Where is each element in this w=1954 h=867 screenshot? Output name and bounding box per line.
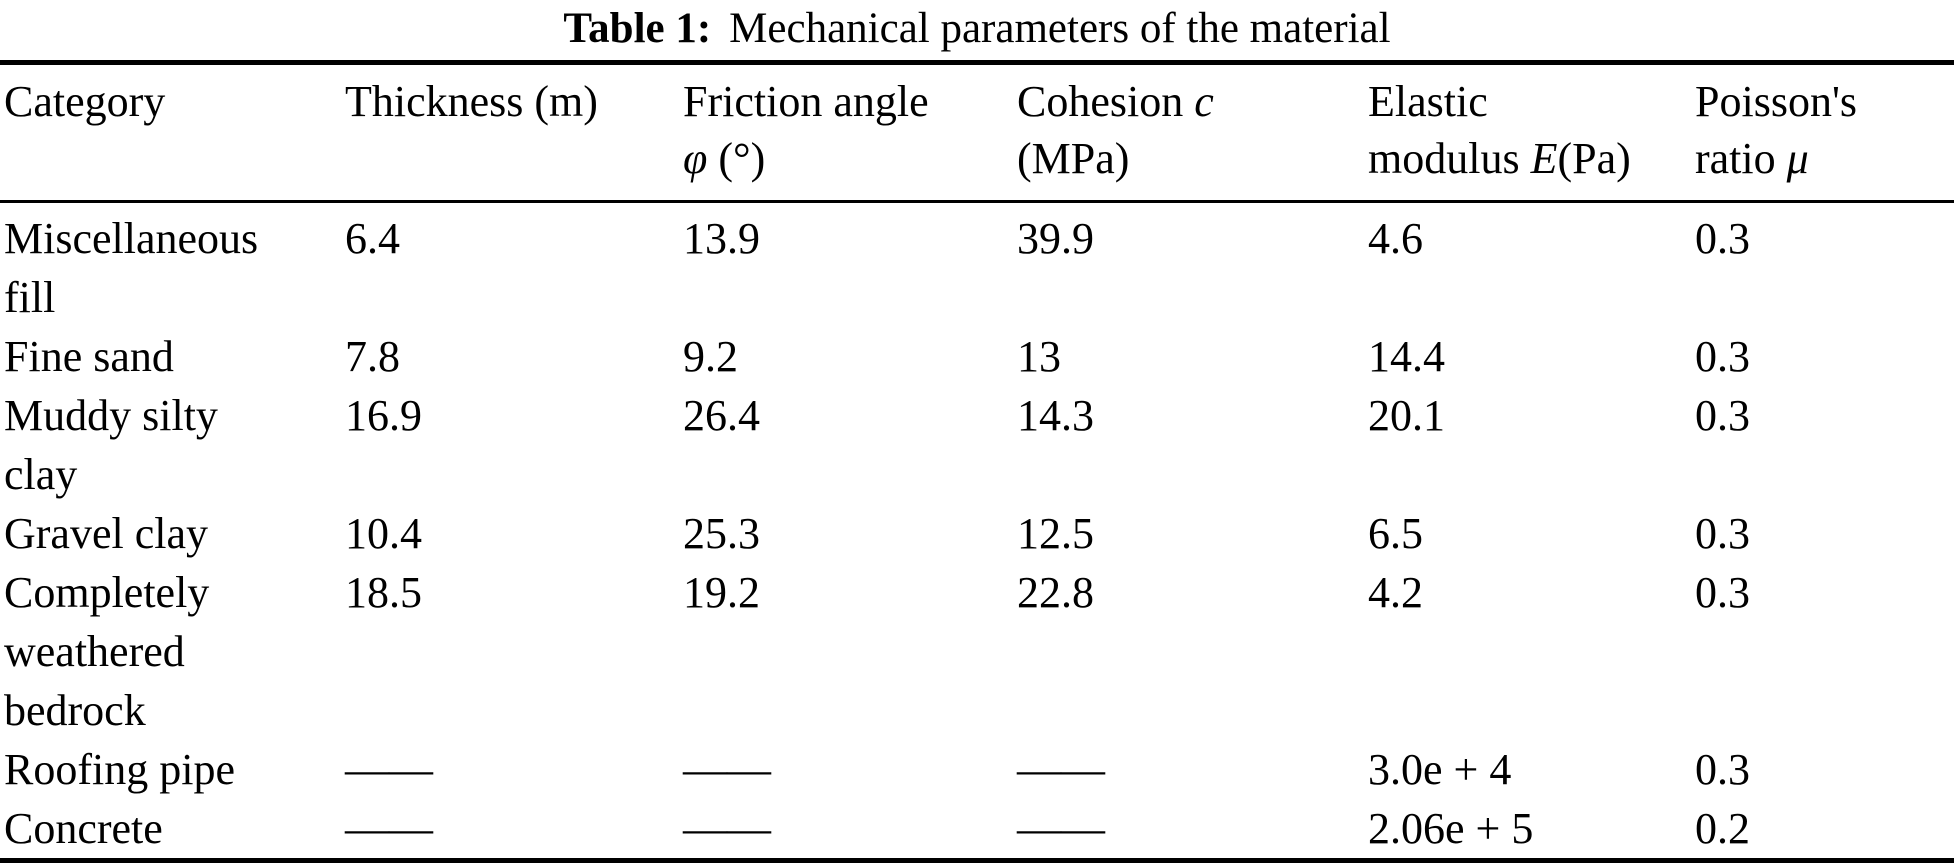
cell-category: Concrete	[4, 804, 163, 853]
cell-category: Completely weathered bedrock	[4, 568, 210, 735]
cell-poisson: 0.2	[1695, 804, 1750, 853]
cell-category: Muddy silty clay	[4, 391, 218, 499]
cell-cohesion: 14.3	[1017, 391, 1094, 440]
e-symbol: E	[1530, 134, 1558, 183]
cell-elastic: 4.2	[1368, 568, 1423, 617]
col-header-category: Category	[0, 62, 341, 203]
table-row-muddy-silty-clay: Muddy silty clay 16.9 26.4 14.3 20.1 0.3	[0, 386, 1954, 504]
header-row: Category Thickness (m) Friction angle φ …	[0, 62, 1954, 203]
cell-thickness: 18.5	[345, 568, 422, 617]
cell-elastic: 2.06e + 5	[1368, 804, 1534, 853]
cell-cohesion: 39.9	[1017, 214, 1094, 263]
cell-elastic: 14.4	[1368, 332, 1445, 381]
phi-symbol: φ	[683, 134, 708, 183]
modulus-word: modulus	[1368, 134, 1531, 183]
col-header-friction-angle: Friction angle φ (°)	[679, 62, 1013, 203]
col-header-thickness: Thickness (m)	[341, 62, 679, 203]
col-header-category-label: Category	[4, 77, 166, 126]
table-row-completely-weathered-bedrock: Completely weathered bedrock 18.5 19.2 2…	[0, 563, 1954, 740]
cell-cohesion: 12.5	[1017, 509, 1094, 558]
mu-symbol: μ	[1786, 134, 1809, 183]
cohesion-word: Cohesion	[1017, 77, 1195, 126]
col-header-friction-line1: Friction angle	[683, 77, 929, 126]
cell-poisson: 0.3	[1695, 391, 1750, 440]
table-header: Category Thickness (m) Friction angle φ …	[0, 62, 1954, 203]
cell-cohesion: ——	[1017, 745, 1105, 794]
cell-category: Fine sand	[4, 332, 174, 381]
col-header-cohesion-line1: Cohesion c	[1017, 73, 1364, 130]
col-header-poisson-line1: Poisson's	[1695, 77, 1857, 126]
cell-friction: ——	[683, 804, 771, 853]
cell-category: Gravel clay	[4, 509, 208, 558]
cell-thickness: 7.8	[345, 332, 400, 381]
cell-friction: 26.4	[683, 391, 760, 440]
cell-friction: 9.2	[683, 332, 738, 381]
cell-category: Roofing pipe	[4, 745, 235, 794]
cell-poisson: 0.3	[1695, 332, 1750, 381]
cell-friction: 13.9	[683, 214, 760, 263]
table-row-roofing-pipe: Roofing pipe —— —— —— 3.0e + 4 0.3	[0, 740, 1954, 799]
cell-thickness: 10.4	[345, 509, 422, 558]
cell-poisson: 0.3	[1695, 509, 1750, 558]
table-caption-text: Mechanical parameters of the material	[729, 5, 1391, 52]
ratio-word: ratio	[1695, 134, 1787, 183]
cell-thickness: ——	[345, 804, 433, 853]
cell-thickness: ——	[345, 745, 433, 794]
col-header-friction-line2: φ (°)	[683, 130, 1013, 187]
cell-thickness: 16.9	[345, 391, 422, 440]
cell-category: Miscellaneous fill	[4, 214, 259, 322]
cell-friction: 25.3	[683, 509, 760, 558]
cell-cohesion: ——	[1017, 804, 1105, 853]
col-header-poisson-line2: ratio μ	[1695, 130, 1954, 187]
table-caption: Table 1: Mechanical parameters of the mat…	[0, 4, 1954, 54]
elastic-unit: (Pa)	[1557, 134, 1631, 183]
table-row-fine-sand: Fine sand 7.8 9.2 13 14.4 0.3	[0, 327, 1954, 386]
table-row-concrete: Concrete —— —— —— 2.06e + 5 0.2	[0, 799, 1954, 861]
table-row-gravel-clay: Gravel clay 10.4 25.3 12.5 6.5 0.3	[0, 504, 1954, 563]
cell-elastic: 20.1	[1368, 391, 1445, 440]
col-header-cohesion-line2: (MPa)	[1017, 134, 1130, 183]
table-row-miscellaneous-fill: Miscellaneous fill 6.4 13.9 39.9 4.6 0.3	[0, 202, 1954, 328]
col-header-thickness-label: Thickness (m)	[345, 77, 598, 126]
col-header-elastic-line1: Elastic	[1368, 77, 1488, 126]
cell-thickness: 6.4	[345, 214, 400, 263]
col-header-elastic-line2: modulus E(Pa)	[1368, 130, 1691, 187]
cell-cohesion: 22.8	[1017, 568, 1094, 617]
cell-elastic: 3.0e + 4	[1368, 745, 1512, 794]
cell-friction: ——	[683, 745, 771, 794]
cell-poisson: 0.3	[1695, 745, 1750, 794]
cell-cohesion: 13	[1017, 332, 1061, 381]
cell-poisson: 0.3	[1695, 214, 1750, 263]
cell-poisson: 0.3	[1695, 568, 1750, 617]
friction-unit: (°)	[707, 134, 766, 183]
col-header-cohesion: Cohesion c (MPa)	[1013, 62, 1364, 203]
cell-elastic: 6.5	[1368, 509, 1423, 558]
cell-elastic: 4.6	[1368, 214, 1423, 263]
cell-friction: 19.2	[683, 568, 760, 617]
col-header-elastic-modulus: Elastic modulus E(Pa)	[1364, 62, 1691, 203]
mechanical-parameters-table: Category Thickness (m) Friction angle φ …	[0, 60, 1954, 863]
c-symbol: c	[1194, 77, 1214, 126]
table-body: Miscellaneous fill 6.4 13.9 39.9 4.6 0.3…	[0, 202, 1954, 861]
table-caption-label: Table 1:	[563, 5, 712, 52]
col-header-poisson-ratio: Poisson's ratio μ	[1691, 62, 1954, 203]
